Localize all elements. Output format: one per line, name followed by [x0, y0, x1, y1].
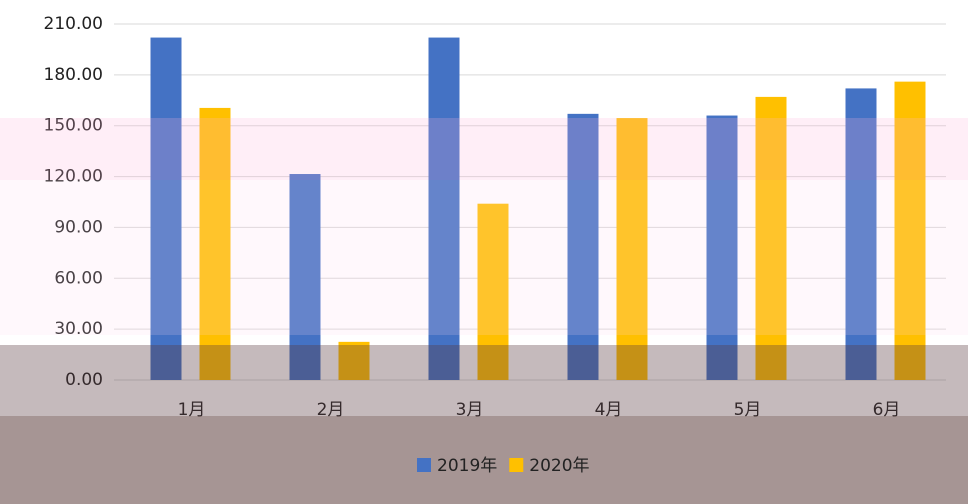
x-tick-label: 2月 [317, 400, 345, 420]
legend-swatch [509, 458, 524, 472]
bar [289, 174, 321, 380]
bar [894, 81, 926, 380]
bar [477, 203, 509, 380]
bar [755, 96, 787, 381]
x-tick-label: 6月 [873, 400, 901, 420]
bar [567, 113, 599, 380]
bar [199, 107, 231, 381]
plot-area: 0.00 30.00 60.00 90.00 120.00 150.00 180.00 210… [44, 14, 946, 420]
y-tick-label: 210.00 [44, 14, 103, 34]
overlay-band [0, 416, 968, 504]
x-tick-label: 1月 [178, 400, 206, 420]
x-tick-label: 3月 [456, 400, 484, 420]
x-tick-label: 5月 [734, 400, 762, 420]
x-tick-label: 4月 [595, 400, 623, 420]
bar [616, 118, 648, 380]
bar [428, 37, 460, 381]
bar [338, 341, 370, 380]
overlay-band [0, 118, 968, 180]
bar [150, 37, 182, 381]
bar [706, 115, 738, 381]
y-tick-label: 30.00 [54, 319, 103, 339]
y-tick-label: 0.00 [65, 370, 103, 390]
overlay-band [0, 345, 968, 504]
y-tick-label: 150.00 [44, 116, 103, 136]
y-tick-label: 180.00 [44, 65, 103, 85]
legend-label: 2020年 [529, 456, 589, 476]
overlay-band [0, 180, 968, 335]
bar [845, 88, 877, 381]
legend-swatch [417, 458, 431, 472]
legend-label: 2019年 [437, 456, 497, 476]
y-tick-label: 60.00 [54, 268, 103, 288]
y-tick-label: 90.00 [54, 217, 103, 237]
y-tick-label: 120.00 [44, 167, 103, 187]
